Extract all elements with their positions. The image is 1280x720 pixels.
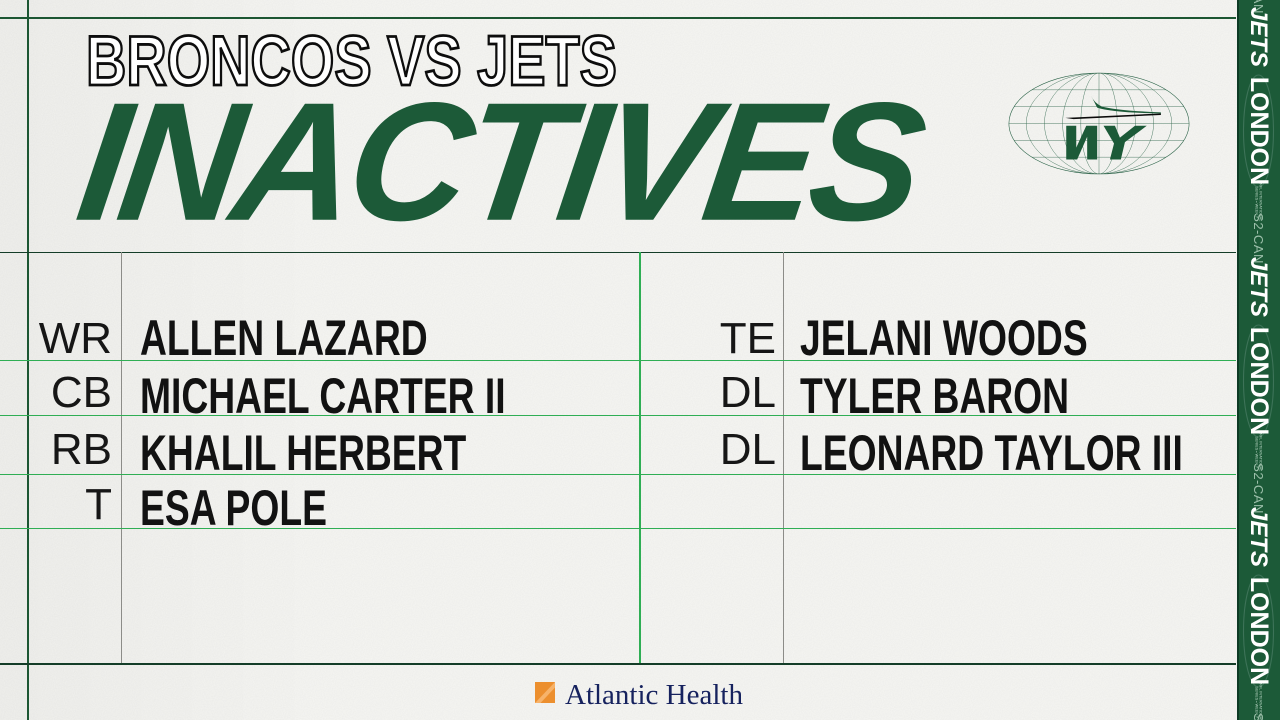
svg-text:LONDON: LONDON — [1245, 577, 1273, 685]
svg-text:LONDON: LONDON — [1245, 77, 1273, 185]
svg-text:LONDON: LONDON — [1245, 327, 1273, 435]
